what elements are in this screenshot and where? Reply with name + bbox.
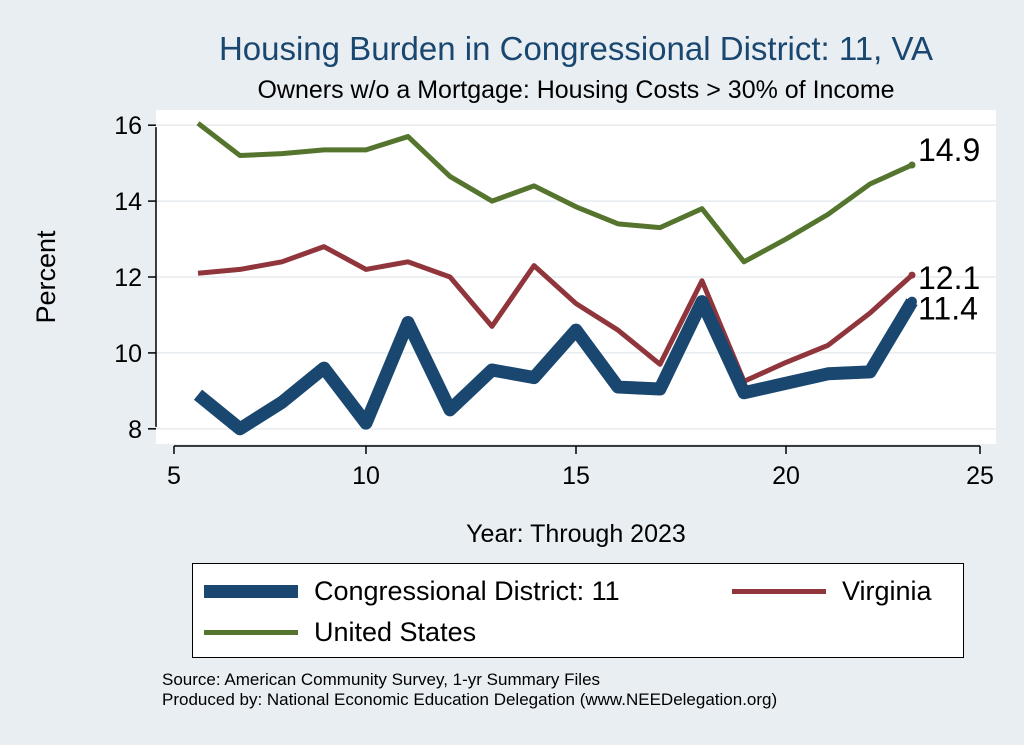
- axes: 8 10 12 14 16 5 10 15 20 25: [114, 112, 994, 490]
- legend-item-district: Congressional District: 11: [204, 576, 620, 607]
- series-line-district: [193, 295, 918, 436]
- end-label-virginia: 12.1: [918, 260, 980, 296]
- y-tick-label-14: 14: [114, 188, 142, 216]
- series-line-united-states: [196, 121, 914, 265]
- end-point-district: [907, 296, 917, 307]
- legend-item-virginia: Virginia: [732, 576, 932, 607]
- series-lines: [193, 121, 918, 436]
- grid-lines: [156, 124, 996, 430]
- source-note: Source: American Community Survey, 1-yr …: [162, 670, 601, 689]
- y-tick-label-12: 12: [114, 264, 142, 292]
- y-axis-title: Percent: [31, 230, 61, 324]
- end-labels: 11.412.1 14.9: [918, 132, 980, 327]
- end-label-district: 11.4: [918, 291, 978, 327]
- end-label-united-states: 14.9: [918, 132, 980, 168]
- legend-swatch-virginia: [732, 589, 826, 594]
- legend-swatch-district: [204, 585, 298, 598]
- end-point-united-states: [908, 161, 916, 169]
- chart-notes: Source: American Community Survey, 1-yr …: [162, 670, 777, 710]
- x-tick-label-10: 10: [352, 462, 380, 490]
- x-tick-label-20: 20: [772, 462, 800, 490]
- chart-legend: Congressional District: 11 Virginia Unit…: [192, 563, 964, 658]
- chart-subtitle: Owners w/o a Mortgage: Housing Costs > 3…: [257, 76, 894, 104]
- legend-label-virginia: Virginia: [842, 576, 932, 606]
- chart-title: Housing Burden in Congressional District…: [219, 30, 933, 67]
- y-tick-label-16: 16: [114, 112, 142, 140]
- legend-swatch-united-states: [204, 630, 298, 635]
- line-chart: Housing Burden in Congressional District…: [31, 30, 996, 548]
- series-line-virginia: [197, 244, 914, 384]
- x-tick-label-5: 5: [167, 462, 181, 490]
- x-tick-label-25: 25: [966, 462, 994, 490]
- x-axis-title: Year: Through 2023: [466, 520, 686, 548]
- x-tick-label-15: 15: [562, 462, 590, 490]
- legend-label-district: Congressional District: 11: [314, 576, 620, 606]
- legend-label-united-states: United States: [314, 617, 477, 647]
- y-tick-label-10: 10: [114, 340, 142, 368]
- legend-item-united-states: United States: [204, 617, 476, 648]
- y-tick-label-8: 8: [128, 416, 142, 444]
- producer-note: Produced by: National Economic Education…: [162, 690, 778, 709]
- end-point-virginia: [908, 271, 916, 279]
